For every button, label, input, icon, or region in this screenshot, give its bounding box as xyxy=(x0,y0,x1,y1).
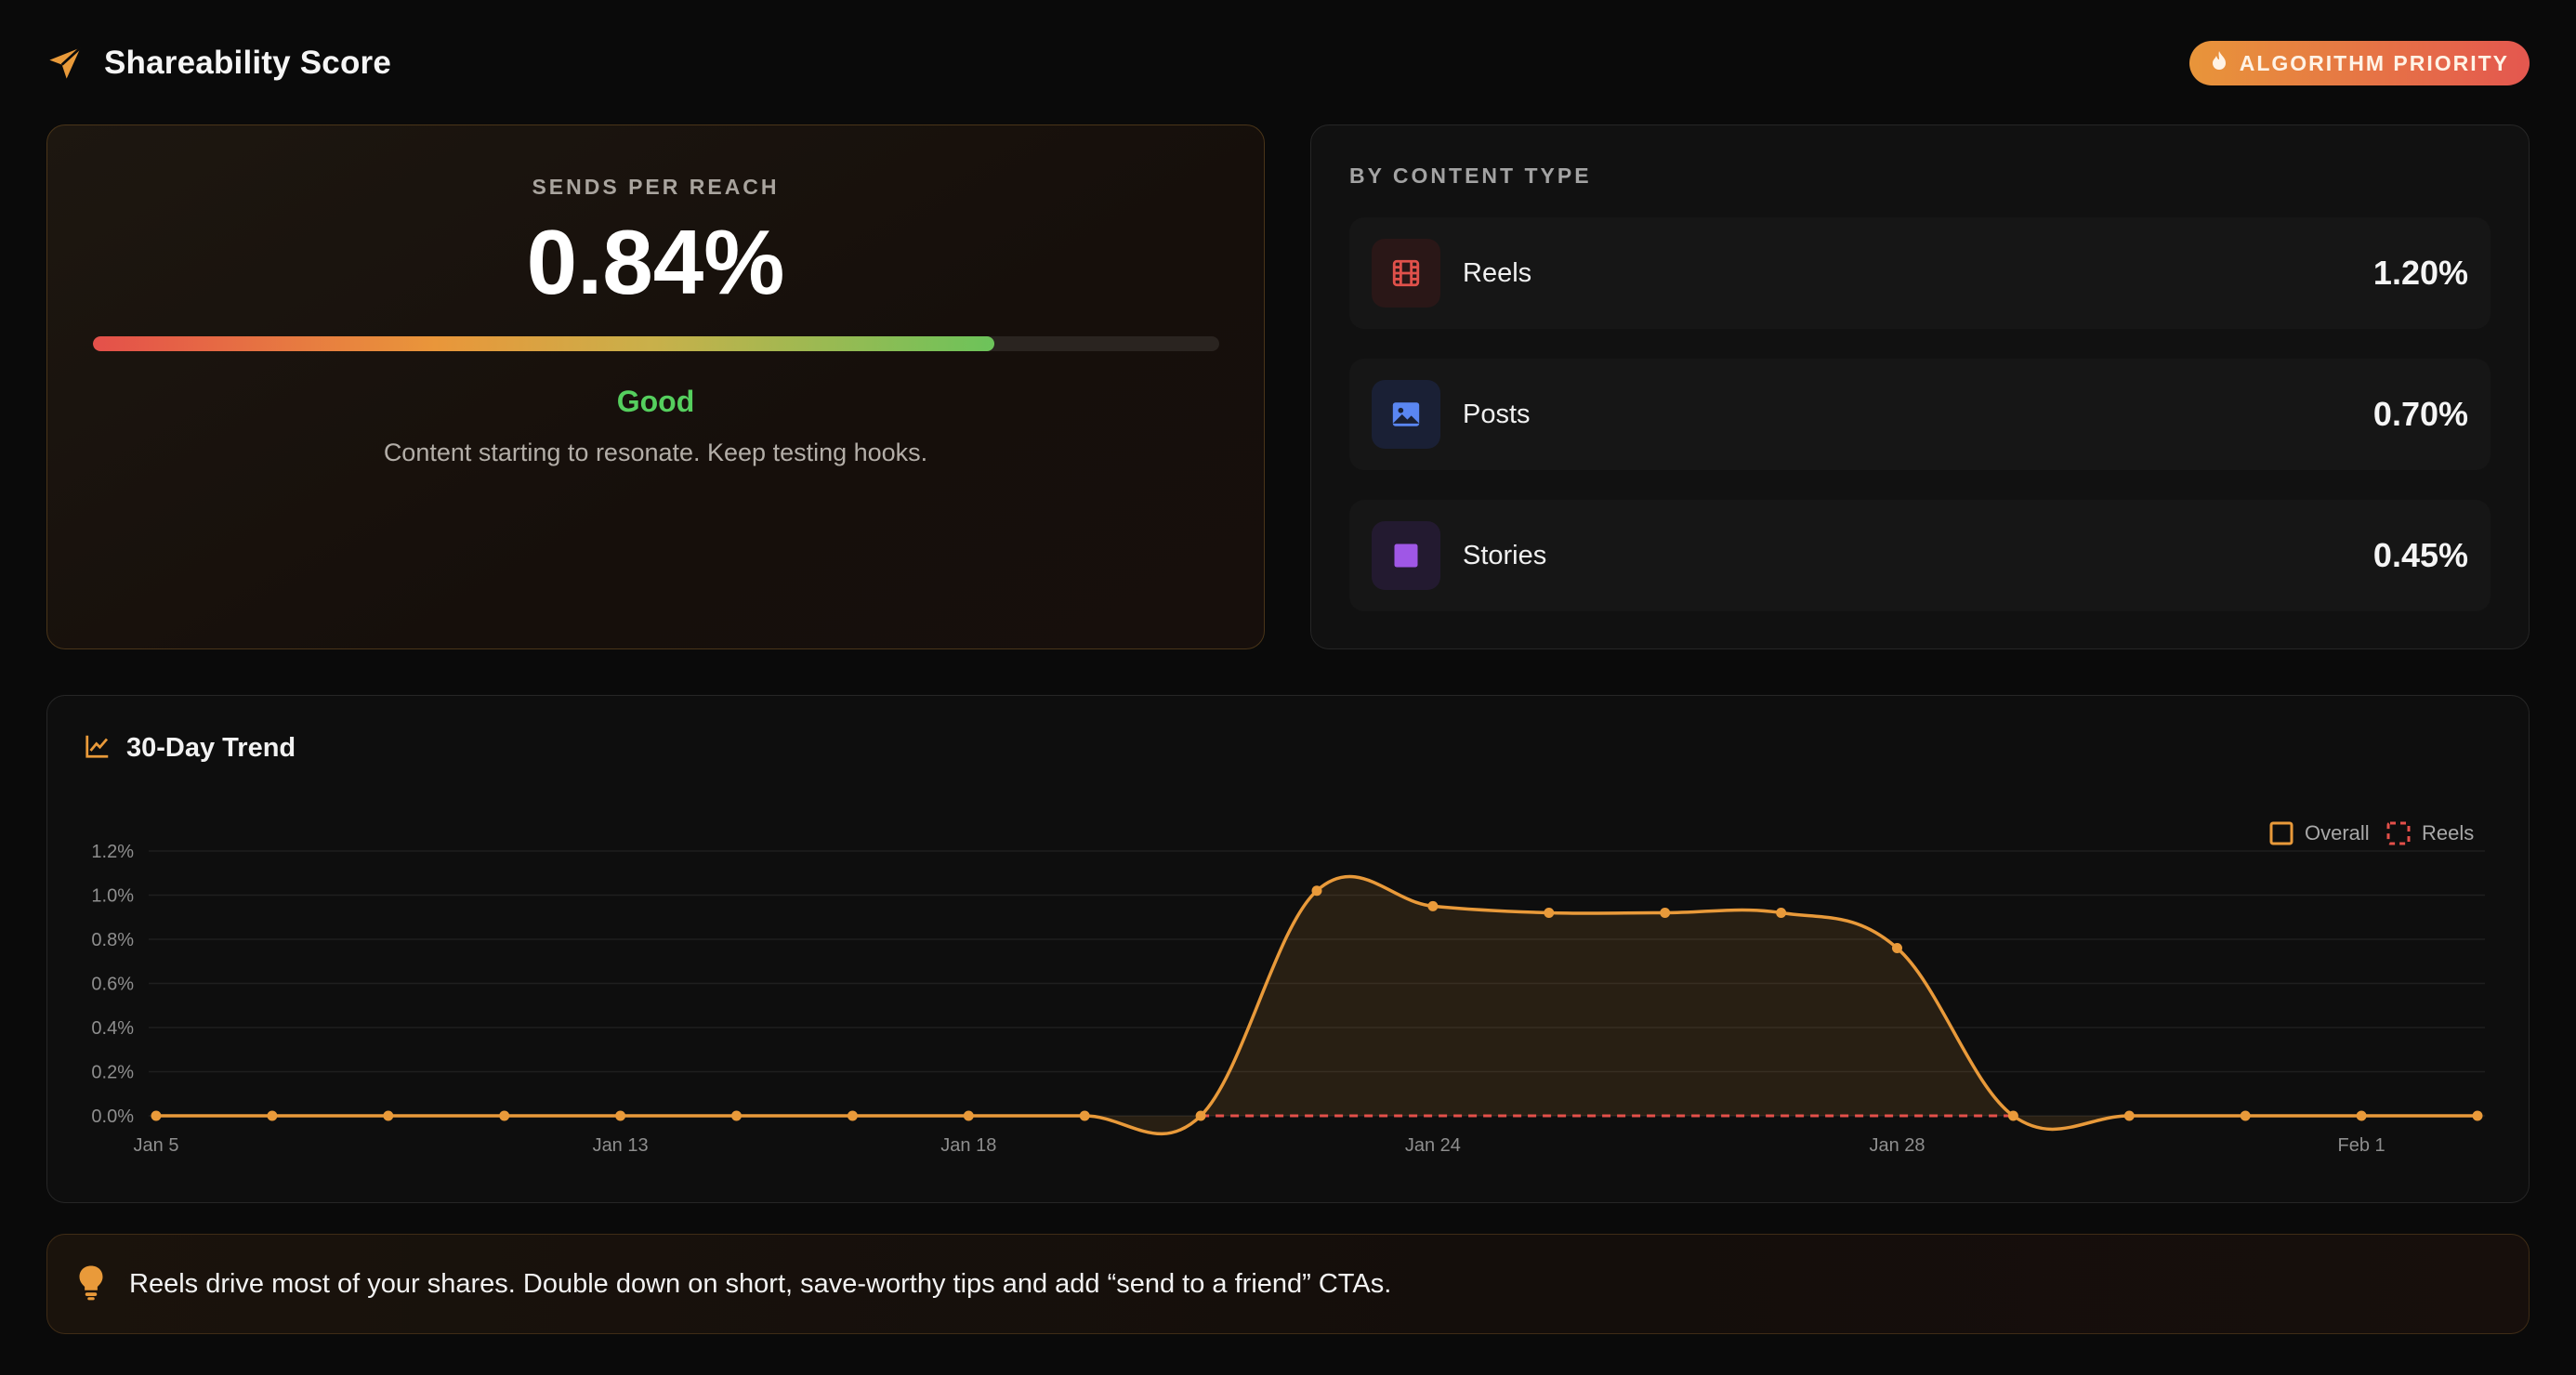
score-value: 0.84% xyxy=(526,211,785,313)
data-point xyxy=(2240,1110,2251,1121)
data-point xyxy=(963,1110,974,1121)
content-type-row-posts[interactable]: Posts 0.70% xyxy=(1349,359,2491,470)
title-group: Shareability Score xyxy=(46,45,391,82)
content-type-heading: BY CONTENT TYPE xyxy=(1349,164,1592,188)
legend-swatch-overall xyxy=(2269,821,2293,845)
score-progress-bar xyxy=(93,336,1219,351)
x-tick-label: Jan 13 xyxy=(593,1135,649,1156)
content-type-row-reels[interactable]: Reels 1.20% xyxy=(1349,217,2491,329)
content-type-row-stories[interactable]: Stories 0.45% xyxy=(1349,500,2491,611)
x-tick-label: Jan 24 xyxy=(1405,1135,1461,1156)
page-title: Shareability Score xyxy=(104,45,392,81)
y-tick-label: 0.0% xyxy=(91,1107,134,1127)
content-type-name: Reels xyxy=(1463,257,1532,288)
trend-chart: 0.0% 0.2% 0.4% 0.6% 0.8% 1.0% 1.2% Jan 5 Jan 13 J… xyxy=(91,821,2485,1156)
data-point xyxy=(615,1110,626,1121)
line-chart-icon xyxy=(84,732,112,765)
content-type-value: 1.20% xyxy=(2372,254,2468,292)
legend-label-reels: Reels xyxy=(2422,821,2474,845)
data-point xyxy=(1544,908,1555,918)
algorithm-priority-badge: ALGORITHM PRIORITY xyxy=(2188,41,2530,85)
x-tick-label: Feb 1 xyxy=(2338,1135,2385,1156)
y-tick-label: 0.4% xyxy=(91,1018,134,1039)
score-description: Content starting to resonate. Keep testi… xyxy=(383,439,928,466)
paper-plane-icon xyxy=(46,45,84,82)
data-point xyxy=(267,1110,278,1121)
series-overall-area xyxy=(156,876,2477,1134)
data-point xyxy=(1660,908,1671,918)
trend-title: 30-Day Trend xyxy=(126,733,296,763)
score-status: Good xyxy=(616,385,695,418)
data-point xyxy=(847,1110,858,1121)
score-progress-fill xyxy=(93,336,994,351)
data-point xyxy=(731,1110,742,1121)
x-tick-label: Jan 28 xyxy=(1869,1135,1925,1156)
data-point xyxy=(2007,1110,2018,1121)
y-tick-label: 0.6% xyxy=(91,975,134,995)
tip-text: Reels drive most of your shares. Double … xyxy=(129,1268,1392,1299)
score-label: SENDS PER REACH xyxy=(532,175,780,199)
data-point xyxy=(2123,1110,2135,1121)
square-icon xyxy=(1372,521,1440,590)
lightbulb-icon xyxy=(77,1264,105,1305)
data-point xyxy=(2356,1110,2367,1121)
y-tick-label: 1.2% xyxy=(91,842,134,862)
data-point xyxy=(1079,1110,1090,1121)
content-type-name: Posts xyxy=(1463,399,1531,429)
content-type-value: 0.70% xyxy=(2372,395,2468,433)
header: Shareability Score ALGORITHM PRIORITY xyxy=(46,41,2530,85)
score-card xyxy=(46,124,1265,649)
x-tick-label: Jan 5 xyxy=(134,1135,179,1156)
y-tick-label: 1.0% xyxy=(91,886,134,907)
data-point xyxy=(1311,885,1322,897)
data-point xyxy=(1195,1110,1206,1121)
data-point xyxy=(1776,908,1787,918)
data-point xyxy=(499,1110,510,1121)
data-point xyxy=(1892,943,1902,953)
image-icon xyxy=(1372,380,1440,449)
flame-icon xyxy=(2210,50,2228,76)
y-tick-label: 0.2% xyxy=(91,1063,134,1083)
content-type-value: 0.45% xyxy=(2372,536,2468,574)
x-tick-label: Jan 18 xyxy=(940,1135,996,1156)
legend-label-overall: Overall xyxy=(2305,821,2370,845)
data-point xyxy=(1427,900,1439,911)
y-tick-label: 0.8% xyxy=(91,930,134,950)
data-point xyxy=(383,1110,394,1121)
data-point xyxy=(151,1110,162,1121)
tip-banner: Reels drive most of your shares. Double … xyxy=(46,1234,2530,1334)
badge-label: ALGORITHM PRIORITY xyxy=(2239,50,2509,75)
data-point xyxy=(2472,1110,2483,1121)
content-type-name: Stories xyxy=(1463,540,1547,570)
film-icon xyxy=(1372,239,1440,308)
trend-header: 30-Day Trend xyxy=(84,732,296,765)
legend-swatch-reels xyxy=(2386,821,2411,845)
